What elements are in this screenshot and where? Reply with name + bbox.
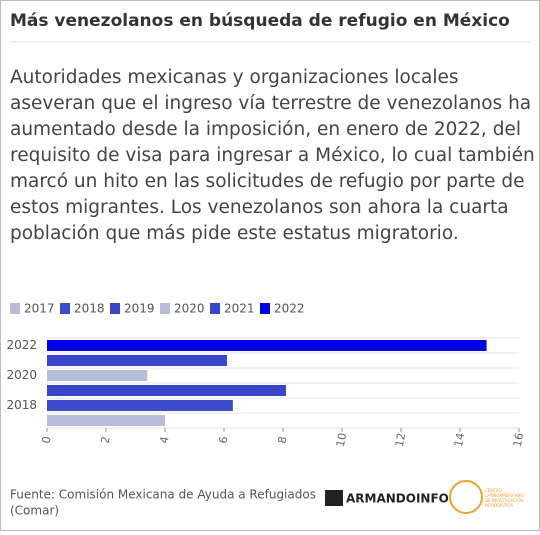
- y-tick-label: 2022: [6, 338, 37, 352]
- subtitle-line: Autoridades mexicanas y organizaciones l…: [10, 67, 458, 88]
- bar: [47, 340, 487, 351]
- logo-caption: DE INVESTIGACIÓN: [485, 498, 523, 503]
- source: Fuente: Comisión Mexicana de Ayuda a Ref…: [10, 488, 316, 502]
- legend-swatch: [10, 303, 20, 314]
- x-tick-label: 12: [393, 432, 408, 448]
- x-tick-label: 10: [334, 432, 349, 448]
- source: (Comar): [10, 504, 59, 518]
- bar: [47, 355, 227, 366]
- legend-swatch: [210, 303, 220, 314]
- y-tick-label: 2020: [6, 368, 37, 382]
- legend-label: 2018: [74, 302, 105, 316]
- logo-text: ARMANDOINFO: [346, 492, 449, 506]
- bar: [47, 370, 148, 381]
- x-tick-label: 6: [216, 435, 230, 444]
- subtitle-line: aseveran que el ingreso vía terrestre de…: [10, 93, 531, 114]
- legend-label: 2021: [224, 302, 255, 316]
- legend-swatch: [260, 303, 270, 314]
- bar: [47, 400, 233, 411]
- legend-label: 2020: [174, 302, 205, 316]
- subtitle-line: población que más pide este estatus migr…: [10, 223, 459, 244]
- logo-caption: LATINOAMERICANO: [485, 493, 524, 498]
- legend-swatch: [160, 303, 170, 314]
- legend-label: 2017: [24, 302, 55, 316]
- x-tick-label: 16: [511, 432, 526, 448]
- subtitle-line: aumentado desde la imposición, en enero …: [10, 119, 521, 140]
- logo-circle: [449, 480, 483, 514]
- x-tick-label: 4: [157, 435, 171, 444]
- x-tick-label: 2: [98, 435, 112, 444]
- logo-caption: CENTRO: [485, 488, 502, 493]
- subtitle-line: estos migrantes. Los venezolanos son aho…: [10, 197, 509, 218]
- y-tick-label: 2018: [6, 398, 37, 412]
- legend-swatch: [110, 303, 120, 314]
- legend-swatch: [60, 303, 70, 314]
- logo-caption: PERIODÍSTICA: [485, 503, 513, 508]
- logo-area: [325, 480, 483, 514]
- chart-title: Más venezolanos en búsqueda de refugio e…: [10, 11, 510, 31]
- legend-label: 2019: [124, 302, 155, 316]
- logo-icon: [325, 490, 343, 506]
- x-tick-label: 14: [452, 432, 467, 448]
- bar: [47, 415, 165, 426]
- legend-label: 2022: [274, 302, 305, 316]
- subtitle-line: requisito de visa para ingresar a México…: [10, 145, 535, 166]
- subtitle-line: marcó un hito en las solicitudes de refu…: [10, 171, 525, 192]
- bar: [47, 385, 286, 396]
- x-tick-label: 8: [275, 435, 289, 444]
- x-tick-label: 0: [39, 435, 53, 444]
